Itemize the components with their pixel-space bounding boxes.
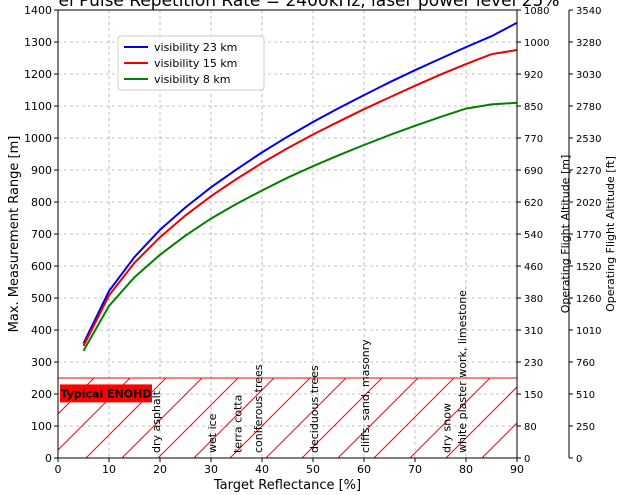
- x-axis-label: Target Reflectance [%]: [213, 478, 361, 493]
- y-tick-label: 800: [31, 196, 52, 209]
- y-tick-label: 700: [31, 228, 52, 241]
- x-tick-label: 90: [510, 463, 524, 476]
- x-tick-label: 60: [357, 463, 371, 476]
- material-label: coniferous trees: [252, 364, 265, 453]
- y3-tick-label: 510: [576, 390, 595, 401]
- y2-tick-label: 1080: [524, 6, 549, 17]
- material-annotations: dry asphalt wet ice terra cotta coniferous …: [60, 290, 469, 453]
- y3-tick-label: 2270: [576, 166, 601, 177]
- hatch-line: [121, 377, 203, 458]
- y3-tick-label: 3030: [576, 70, 601, 81]
- legend: visibility 23 km visibility 15 km visibili…: [117, 35, 265, 91]
- y3-axis-label: Operating Flight Altitude [ft]: [604, 156, 617, 312]
- y3-tick-label: 1010: [576, 326, 601, 337]
- y-tick-label: 1100: [24, 100, 52, 113]
- y-tick-label: 1300: [24, 36, 52, 49]
- y3-tick-label: 250: [576, 422, 595, 433]
- x-tick-label: 40: [255, 463, 269, 476]
- series-line: [82, 101, 517, 352]
- enohd-region: [58, 377, 517, 458]
- y-tick-label: 500: [31, 292, 52, 305]
- region-label: Typical ENOHD: [61, 387, 152, 400]
- x-tick-label: 80: [459, 463, 473, 476]
- hatch-line: [373, 377, 455, 458]
- y-axis-label: Max. Measurement Range [m]: [7, 136, 22, 333]
- hatch-line: [445, 386, 517, 458]
- material-label: dry snow: [441, 403, 454, 453]
- y2-axis-label: Operating Flight Altitude [m]: [559, 155, 572, 313]
- y2-tick-label: 460: [524, 262, 543, 273]
- chart-title: el Pulse Repetition Rate = 2400kHz, lase…: [59, 0, 560, 11]
- legend-label: visibility 23 km: [154, 41, 237, 54]
- x-tick-label: 20: [153, 463, 167, 476]
- y-tick-label: 0: [45, 452, 52, 465]
- y3-tick-label: 1520: [576, 262, 601, 273]
- x-tick-label: 10: [102, 463, 116, 476]
- y2-tick-label: 0: [524, 454, 530, 465]
- y3-tick-label: 1260: [576, 294, 601, 305]
- y-tick-label: 300: [31, 356, 52, 369]
- material-label: wet ice: [206, 413, 219, 453]
- hatch-line: [229, 377, 311, 458]
- hatch-line: [301, 377, 383, 458]
- y3-tick-label: 3280: [576, 38, 601, 49]
- y2-tick-label: 690: [524, 166, 543, 177]
- hatch-line: [265, 377, 347, 458]
- y2-tick-label: 540: [524, 230, 543, 241]
- y-tick-label: 1400: [24, 4, 52, 17]
- hatch-line: [193, 377, 275, 458]
- hatch-line: [85, 377, 167, 458]
- region-label-box: [60, 384, 152, 403]
- y-tick-label: 1200: [24, 68, 52, 81]
- axes: 0 10 20 30 40 50 60 70 80 90010020030040050060070…: [24, 4, 601, 476]
- y2-tick-label: 920: [524, 70, 543, 81]
- hatch-line: [157, 377, 239, 458]
- material-label: cliffs, sand, masonry: [359, 339, 372, 453]
- y3-tick-label: 0: [576, 454, 582, 465]
- y3-tick-label: 3540: [576, 6, 601, 17]
- x-tick-label: 0: [55, 463, 62, 476]
- y-tick-label: 200: [31, 388, 52, 401]
- x-tick-label: 50: [306, 463, 320, 476]
- hatch-line: [409, 377, 491, 458]
- legend-label: visibility 15 km: [154, 57, 237, 70]
- series-line: [82, 21, 517, 344]
- y2-tick-label: 230: [524, 358, 543, 369]
- y3-tick-label: 2530: [576, 134, 601, 145]
- y2-tick-label: 310: [524, 326, 543, 337]
- series-lines: [82, 21, 517, 352]
- hatch-line: [481, 422, 517, 458]
- y3-tick-label: 760: [576, 358, 595, 369]
- y3-tick-label: 2020: [576, 198, 601, 209]
- y3-tick-label: 1770: [576, 230, 601, 241]
- x-tick-label: 30: [204, 463, 218, 476]
- y2-tick-label: 150: [524, 390, 543, 401]
- legend-label: visibility 8 km: [154, 73, 230, 86]
- y-tick-label: 1000: [24, 132, 52, 145]
- y2-tick-label: 1000: [524, 38, 549, 49]
- material-label: terra cotta: [232, 395, 245, 453]
- material-label: dry asphalt: [150, 390, 163, 453]
- material-label: deciduous trees: [308, 365, 321, 453]
- y-tick-label: 400: [31, 324, 52, 337]
- material-label: white plaster work, limestone: [456, 290, 469, 453]
- y2-tick-label: 620: [524, 198, 543, 209]
- y-tick-label: 100: [31, 420, 52, 433]
- y-tick-label: 600: [31, 260, 52, 273]
- y2-tick-label: 770: [524, 134, 543, 145]
- y2-tick-label: 80: [524, 422, 537, 433]
- y3-tick-label: 2780: [576, 102, 601, 113]
- x-tick-label: 70: [408, 463, 422, 476]
- y2-tick-label: 850: [524, 102, 543, 113]
- legend-box: [117, 35, 265, 91]
- y2-tick-label: 380: [524, 294, 543, 305]
- series-line: [82, 49, 517, 347]
- y-tick-label: 900: [31, 164, 52, 177]
- hatch-line: [337, 377, 419, 458]
